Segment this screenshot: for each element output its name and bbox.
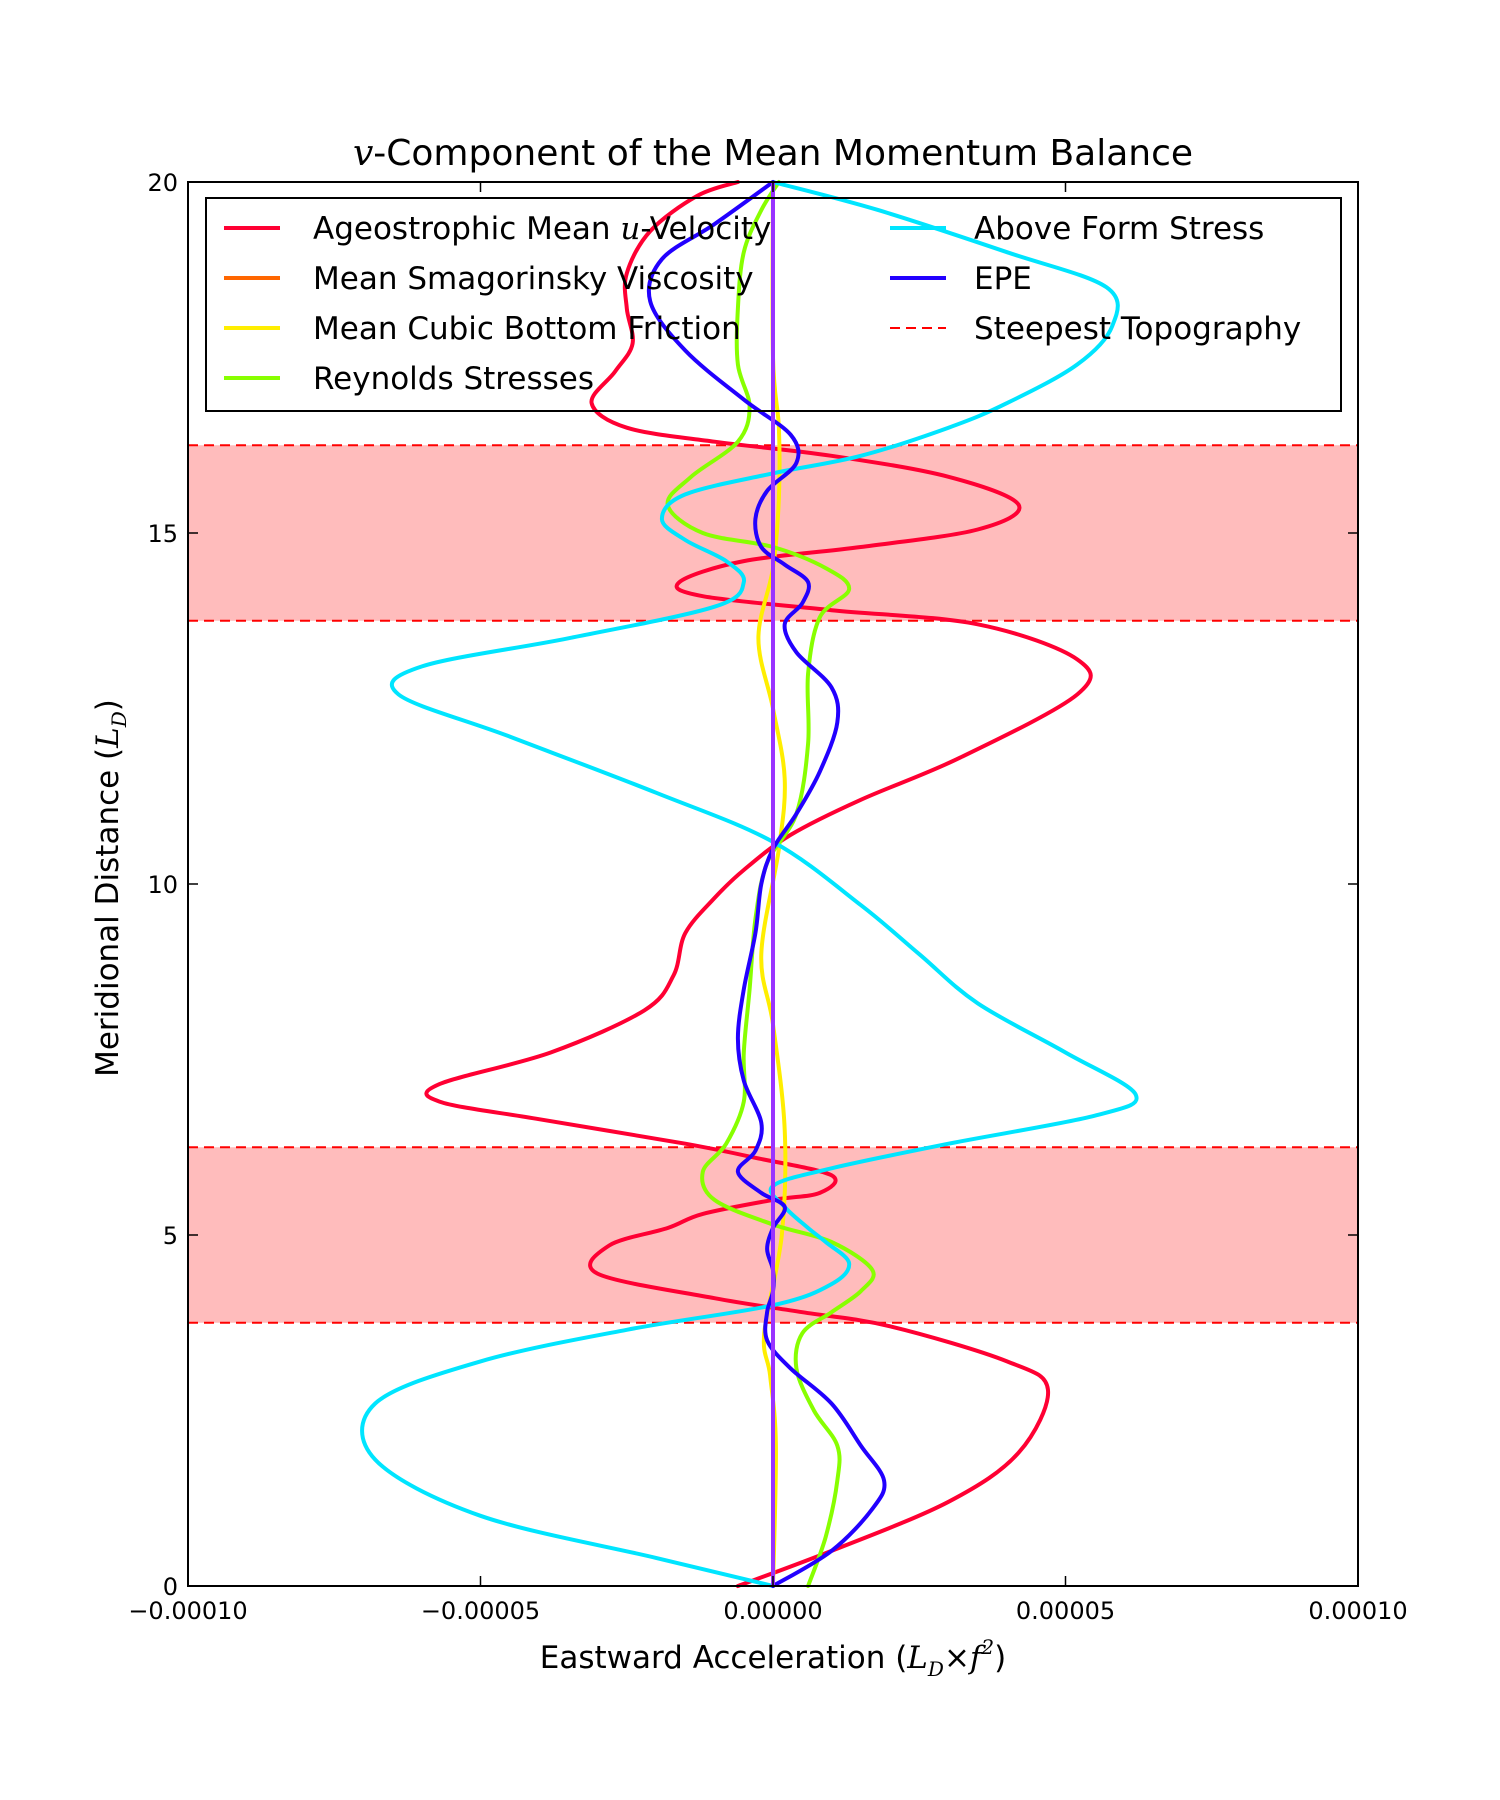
x-tick-label: 0.00000 — [723, 1597, 822, 1625]
y-tick-label: 20 — [147, 169, 178, 197]
x-tick-label: 0.00010 — [1308, 1597, 1407, 1625]
y-tick-label: 10 — [147, 871, 178, 899]
y-axis-label: Meridional Distance (LD) — [90, 699, 131, 1077]
x-tick-label: −0.00005 — [421, 1597, 540, 1625]
legend-label-mean-cubic-bottom-friction: Mean Cubic Bottom Friction — [313, 311, 741, 347]
legend: Ageostrophic Mean u-Velocity Mean Smagori… — [205, 197, 1342, 412]
series-line-above-form-stress — [360, 180, 1139, 1588]
legend-label-ageostrophic-mean: Ageostrophic Mean u-Velocity — [313, 211, 771, 247]
y-tick-label: 5 — [163, 1222, 178, 1250]
series-line-epe — [646, 180, 887, 1588]
series-line-ageostrophic-mean — [424, 180, 1093, 1588]
series-line-mean-cubic-bottom-friction — [756, 180, 788, 1588]
legend-label-reynolds-stresses: Reynolds Stresses — [313, 361, 594, 397]
x-axis-label-sup: 2 — [980, 1635, 994, 1659]
title-text: -Component of the Mean Momentum Balance — [373, 133, 1193, 174]
title-math: v — [353, 133, 373, 174]
legend-box — [205, 197, 1342, 412]
frame-layer: −0.00010 −0.00005 0.00000 0.00005 0.00010 0 5 1… — [128, 169, 1407, 1625]
legend-label-above-form-stress: Above Form Stress — [974, 211, 1264, 247]
y-tick-label: 15 — [147, 520, 178, 548]
y-tick-label: 0 — [163, 1573, 178, 1601]
legend-label-steepest-topography: Steepest Topography — [974, 311, 1301, 347]
legend-label-epe: EPE — [974, 261, 1032, 297]
x-axis-label-close: ) — [994, 1640, 1006, 1676]
x-axis-label-math: L — [906, 1640, 928, 1676]
x-axis-label-sub: D — [927, 1657, 944, 1681]
y-axis-label-math: L — [90, 727, 126, 749]
x-axis-label: Eastward Acceleration (LD×f2) — [540, 1635, 1007, 1681]
x-axis-label-times: × — [944, 1640, 970, 1676]
y-axis-label-sub: D — [107, 711, 131, 728]
series-layer — [360, 180, 1139, 1588]
chart-title: v-Component of the Mean Momentum Balance — [353, 133, 1193, 174]
x-tick-label: 0.00005 — [1016, 1597, 1115, 1625]
x-axis-label-text: Eastward Acceleration ( — [540, 1640, 908, 1676]
legend-label-mean-smagorinsky-viscosity: Mean Smagorinsky Viscosity — [313, 261, 754, 297]
y-axis-label-close: ) — [90, 699, 126, 711]
y-axis-label-text: Meridional Distance ( — [90, 748, 126, 1077]
x-tick-label: −0.00010 — [128, 1597, 247, 1625]
